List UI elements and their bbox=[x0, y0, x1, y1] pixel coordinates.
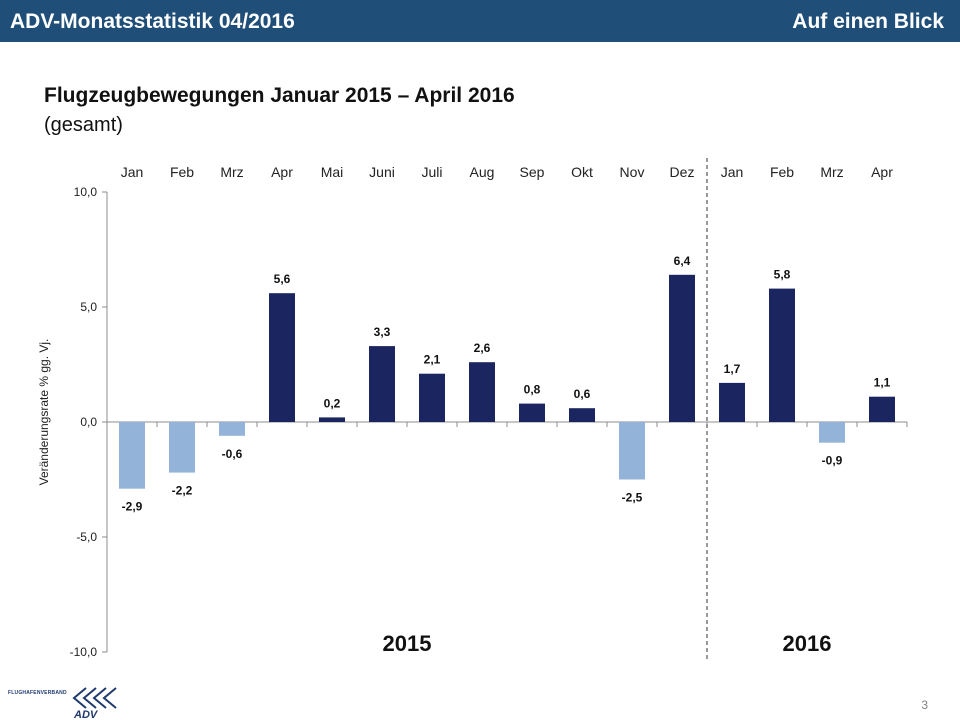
bar-value-label: 0,8 bbox=[524, 383, 541, 397]
x-category-label: Juni bbox=[369, 164, 395, 180]
x-category-label: Mrz bbox=[220, 164, 243, 180]
page-number: 3 bbox=[921, 698, 928, 712]
year-group-label: 2016 bbox=[783, 631, 832, 656]
bar-value-label: 0,2 bbox=[324, 396, 341, 410]
adv-chevrons-icon: ADV bbox=[72, 687, 117, 718]
logo-wordmark: ADV bbox=[73, 709, 99, 718]
adv-logo: FLUGHAFENVERBAND ADV bbox=[8, 684, 118, 718]
x-category-label: Apr bbox=[271, 164, 293, 180]
y-tick-label: 5,0 bbox=[80, 300, 97, 314]
chart-subtitle: (gesamt) bbox=[44, 114, 123, 136]
y-axis-title: Veränderungsrate % gg. Vj. bbox=[37, 339, 51, 486]
bar bbox=[319, 417, 345, 422]
bar-value-label: 3,3 bbox=[374, 325, 391, 339]
logo-org-text: FLUGHAFENVERBAND bbox=[8, 690, 67, 696]
bar bbox=[219, 422, 245, 436]
bar-value-label: 1,1 bbox=[874, 376, 891, 390]
bar-value-label: -2,5 bbox=[622, 491, 643, 505]
x-category-label: Jan bbox=[121, 164, 144, 180]
x-category-label: Apr bbox=[871, 164, 893, 180]
bar bbox=[419, 373, 445, 422]
bar bbox=[519, 403, 545, 422]
bar-value-label: 5,6 bbox=[274, 272, 291, 286]
x-category-label: Mrz bbox=[820, 164, 843, 180]
x-category-label: Dez bbox=[670, 164, 695, 180]
bar-value-label: -2,2 bbox=[172, 484, 193, 498]
header-bar: ADV-Monatsstatistik 04/2016 Auf einen Bl… bbox=[0, 0, 960, 42]
bar-value-label: -0,9 bbox=[822, 454, 843, 468]
year-group-label: 2015 bbox=[383, 631, 432, 656]
bar-value-label: 1,7 bbox=[724, 362, 741, 376]
x-category-label: Sep bbox=[520, 164, 545, 180]
bar-value-label: 0,6 bbox=[574, 387, 591, 401]
bar-value-label: 2,1 bbox=[424, 353, 441, 367]
x-category-label: Juli bbox=[421, 164, 442, 180]
x-category-label: Mai bbox=[321, 164, 344, 180]
y-tick-label: 10,0 bbox=[74, 185, 98, 199]
y-tick-label: 0,0 bbox=[80, 415, 97, 429]
bar bbox=[569, 408, 595, 422]
bar-chart: 10,0 5,0 0,0 -5,0 -10,0 Veränderungsrate % gg… bbox=[37, 158, 908, 660]
section-title: Auf einen Blick bbox=[792, 10, 944, 33]
x-category-label: Nov bbox=[620, 164, 645, 180]
bar-value-label: 2,6 bbox=[474, 341, 491, 355]
bar bbox=[119, 422, 145, 489]
bar bbox=[669, 274, 695, 422]
y-tick-label: -5,0 bbox=[76, 530, 97, 544]
bar bbox=[769, 288, 795, 422]
bar bbox=[619, 422, 645, 480]
y-tick-label: -10,0 bbox=[70, 645, 98, 659]
bar bbox=[469, 362, 495, 422]
x-category-label: Feb bbox=[770, 164, 794, 180]
x-category-label: Jan bbox=[721, 164, 744, 180]
bar bbox=[169, 422, 195, 473]
bar-value-label: 5,8 bbox=[774, 268, 791, 282]
bar-value-label: -0,6 bbox=[222, 447, 243, 461]
x-category-label: Okt bbox=[571, 164, 593, 180]
x-category-label: Aug bbox=[470, 164, 495, 180]
bar bbox=[719, 382, 745, 422]
bar bbox=[269, 293, 295, 422]
bar bbox=[819, 422, 845, 443]
x-category-label: Feb bbox=[170, 164, 194, 180]
bar bbox=[869, 396, 895, 422]
bar-value-label: -2,9 bbox=[122, 500, 143, 514]
chart-title: Flugzeugbewegungen Januar 2015 – April 2… bbox=[44, 84, 515, 107]
report-title: ADV-Monatsstatistik 04/2016 bbox=[10, 10, 295, 33]
bar-value-label: 6,4 bbox=[674, 254, 691, 268]
bar bbox=[369, 346, 395, 422]
